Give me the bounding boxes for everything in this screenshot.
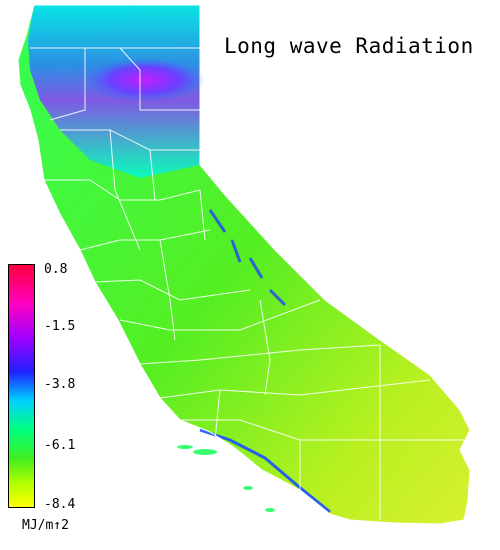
legend-tick-label: -3.8 [44,377,76,392]
legend-tick-label: -1.5 [44,319,76,334]
legend-tick-label: -6.1 [44,438,76,453]
color-scale-bar [8,264,35,508]
south-coast-edge [199,428,331,514]
legend-units: MJ/m↑2 [22,518,69,533]
north-magenta-zone [85,58,205,102]
legend-tick-label: -8.4 [44,497,76,512]
legend-tick-label: 0.8 [44,262,68,277]
county-lines [30,47,470,520]
sierra-streaks [208,209,287,307]
channel-islands [177,445,275,512]
map-title: Long wave Radiation [224,34,474,58]
state-outline [17,4,471,525]
